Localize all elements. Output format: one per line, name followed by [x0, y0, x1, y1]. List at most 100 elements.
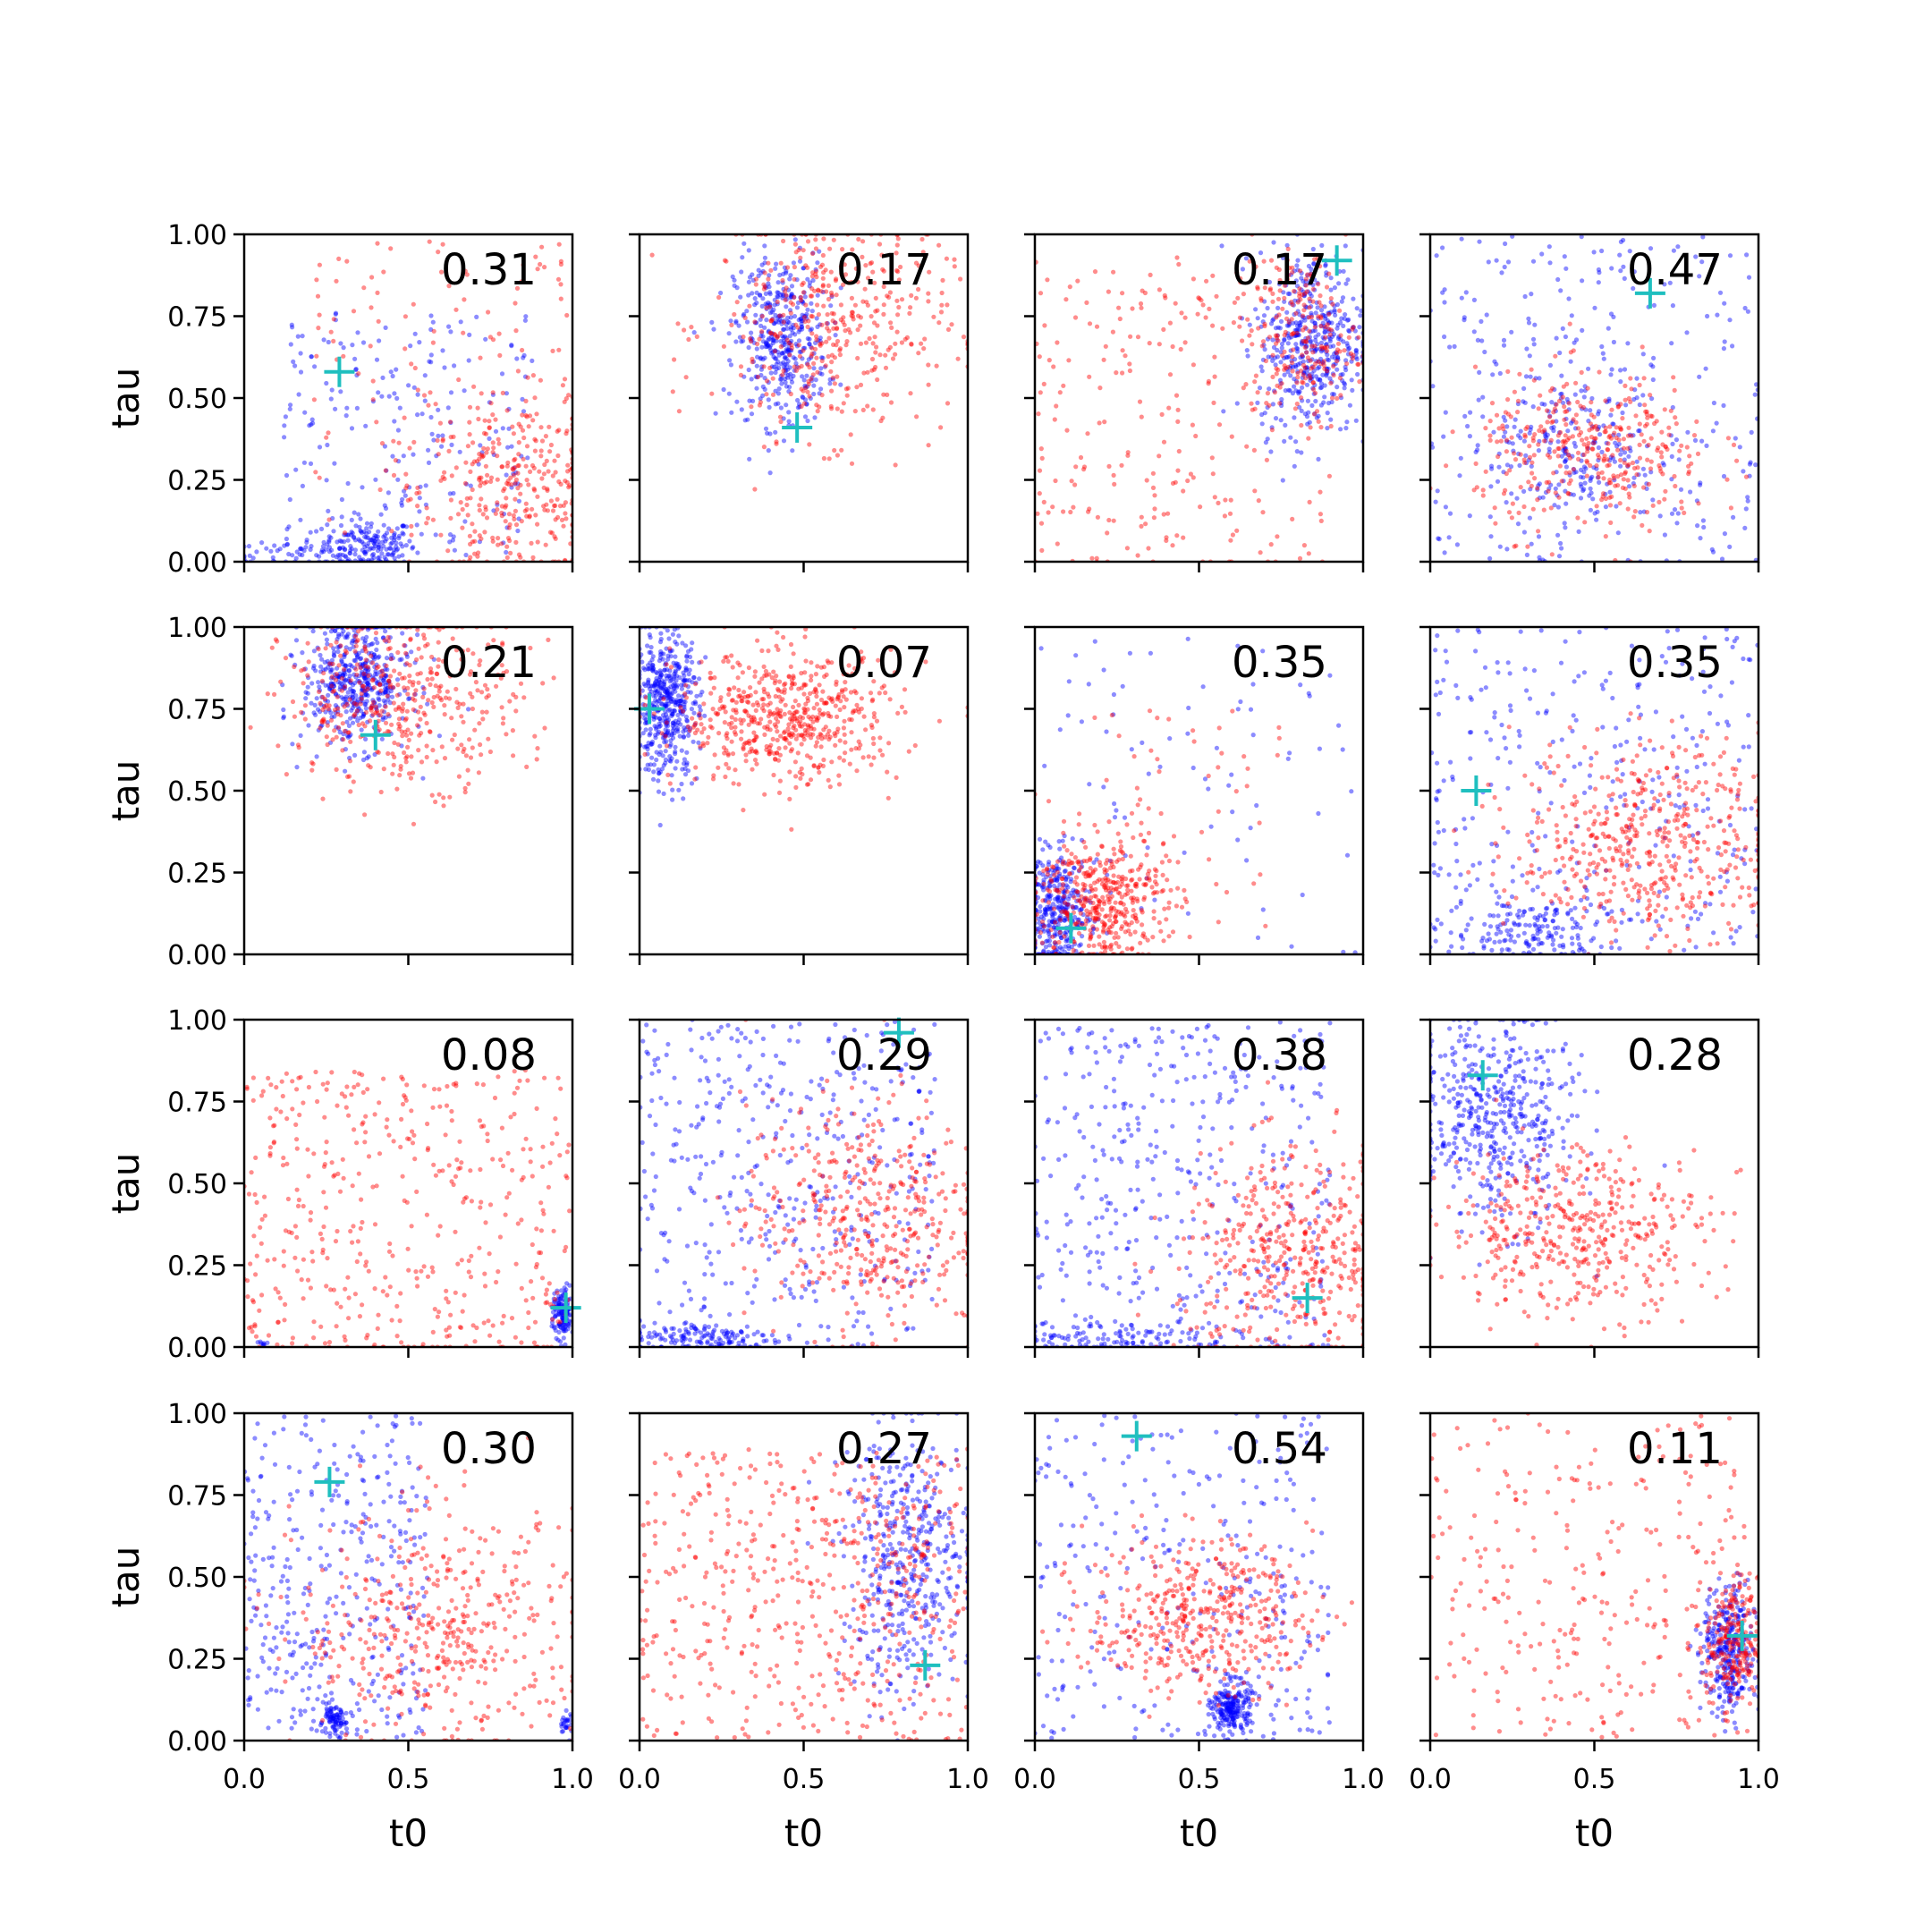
- blue-sample-point: [1527, 430, 1532, 436]
- red-sample-point: [386, 639, 392, 644]
- red-sample-point: [1200, 302, 1206, 308]
- red-sample-point: [479, 454, 485, 460]
- red-sample-point: [1274, 265, 1279, 270]
- blue-sample-point: [295, 334, 301, 339]
- blue-sample-point: [1671, 248, 1676, 253]
- red-sample-point: [462, 785, 468, 791]
- blue-sample-point: [1563, 451, 1568, 456]
- blue-sample-point: [659, 693, 665, 699]
- blue-sample-point: [1288, 363, 1293, 369]
- red-sample-point: [1551, 410, 1556, 415]
- blue-sample-point: [1292, 327, 1298, 333]
- red-sample-point: [490, 535, 496, 541]
- blue-sample-point: [337, 730, 343, 735]
- red-sample-point: [395, 649, 401, 656]
- blue-sample-point: [792, 237, 798, 242]
- blue-sample-point: [369, 641, 374, 647]
- blue-sample-point: [298, 369, 304, 375]
- red-sample-point: [519, 279, 524, 284]
- blue-sample-point: [1488, 484, 1494, 489]
- red-sample-point: [564, 312, 570, 318]
- blue-sample-point: [682, 702, 687, 708]
- red-sample-point: [778, 419, 784, 425]
- blue-sample-point: [729, 410, 734, 415]
- red-sample-point: [781, 312, 786, 318]
- blue-sample-point: [403, 543, 409, 548]
- red-sample-point: [856, 236, 861, 242]
- red-sample-point: [870, 341, 876, 346]
- blue-sample-point: [1719, 556, 1725, 562]
- blue-sample-point: [1430, 445, 1436, 450]
- red-sample-point: [511, 753, 516, 758]
- red-sample-point: [856, 313, 861, 318]
- red-sample-point: [504, 480, 510, 487]
- blue-sample-point: [740, 255, 745, 260]
- red-sample-point: [1252, 406, 1258, 411]
- blue-sample-point: [373, 671, 378, 677]
- blue-sample-point: [325, 542, 330, 547]
- red-sample-point: [345, 774, 351, 780]
- blue-sample-point: [709, 319, 715, 325]
- blue-sample-point: [337, 671, 343, 676]
- blue-sample-point: [1587, 493, 1592, 498]
- red-sample-point: [317, 475, 322, 480]
- red-sample-point: [1292, 406, 1298, 411]
- red-sample-point: [1120, 291, 1125, 296]
- blue-sample-point: [1343, 312, 1348, 318]
- blue-sample-point: [820, 289, 826, 295]
- blue-sample-point: [356, 674, 361, 679]
- blue-sample-point: [1301, 371, 1307, 377]
- red-sample-point: [1140, 288, 1145, 293]
- red-sample-point: [863, 340, 869, 345]
- red-sample-point: [1124, 546, 1130, 551]
- blue-sample-point: [1297, 389, 1302, 394]
- blue-sample-point: [420, 775, 426, 781]
- blue-sample-point: [362, 640, 368, 646]
- blue-sample-point: [1334, 350, 1339, 355]
- red-sample-point: [542, 725, 547, 731]
- blue-sample-point: [1452, 343, 1457, 349]
- blue-sample-point: [281, 714, 286, 719]
- blue-sample-point: [675, 661, 681, 667]
- red-sample-point: [513, 522, 520, 528]
- red-sample-point: [479, 536, 484, 541]
- red-sample-point: [305, 640, 310, 646]
- red-sample-point: [1209, 455, 1215, 461]
- blue-sample-point: [670, 728, 676, 733]
- red-sample-point: [764, 378, 770, 384]
- red-sample-point: [1262, 285, 1267, 291]
- blue-sample-point: [1494, 361, 1499, 367]
- blue-sample-point: [676, 664, 682, 670]
- blue-sample-point: [1521, 530, 1527, 535]
- blue-sample-point: [287, 406, 292, 411]
- blue-sample-point: [329, 547, 335, 553]
- red-sample-point: [1625, 445, 1631, 451]
- blue-sample-point: [1314, 300, 1319, 305]
- blue-sample-point: [1308, 278, 1313, 284]
- blue-sample-point: [754, 363, 759, 369]
- red-sample-point: [820, 275, 826, 281]
- blue-sample-point: [1353, 347, 1359, 352]
- red-sample-point: [506, 525, 513, 530]
- blue-sample-point: [377, 697, 382, 702]
- red-sample-point: [418, 704, 423, 709]
- blue-sample-point: [767, 273, 772, 278]
- blue-sample-point: [1309, 376, 1315, 381]
- blue-sample-point: [741, 374, 747, 379]
- red-sample-point: [523, 412, 529, 419]
- blue-sample-point: [1581, 470, 1587, 475]
- blue-sample-point: [1440, 290, 1445, 295]
- blue-sample-point: [1503, 241, 1508, 247]
- red-sample-point: [729, 322, 734, 327]
- blue-sample-point: [654, 750, 659, 755]
- red-sample-point: [483, 507, 488, 513]
- blue-sample-point: [384, 680, 390, 685]
- red-sample-point: [1329, 395, 1335, 401]
- red-sample-point: [1648, 393, 1653, 398]
- blue-sample-point: [1324, 342, 1329, 347]
- red-sample-point: [1602, 429, 1607, 435]
- blue-sample-point: [353, 674, 359, 680]
- red-sample-point: [828, 290, 835, 295]
- red-sample-point: [759, 314, 765, 319]
- red-sample-point: [534, 757, 539, 762]
